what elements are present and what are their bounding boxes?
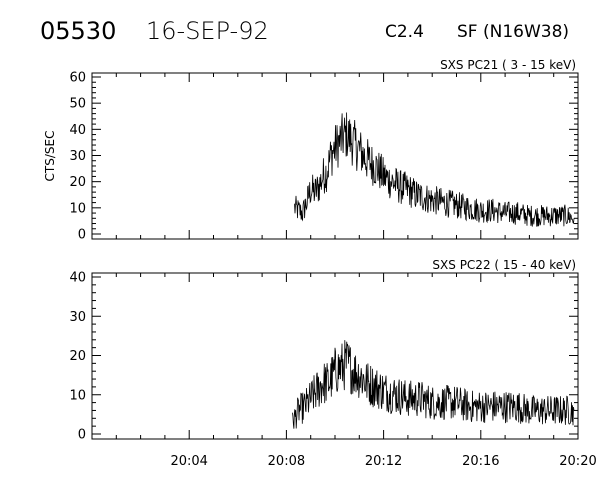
x-tick-label: 20:04 [170, 454, 207, 469]
y-tick-label: 10 [69, 201, 86, 216]
y-tick-label: 30 [69, 149, 86, 164]
series-line-1-1 [294, 112, 575, 227]
y-tick-label: 30 [69, 310, 86, 325]
y-tick-label: 0 [78, 428, 86, 443]
chart-title-1: SXS PC21 ( 3 - 15 keV) [440, 58, 576, 72]
plot-header: 05530 16-SEP-92 C2.4 SF (N16W38) [0, 0, 600, 50]
y-tick-label: 60 [69, 71, 86, 86]
y-tick-label: 20 [69, 349, 86, 364]
y-tick-label: 40 [69, 271, 86, 286]
event-date: 16-SEP-92 [146, 17, 269, 45]
x-tick-label: 20:08 [268, 454, 305, 469]
series-line-2-1 [292, 340, 575, 429]
y-tick-label: 50 [69, 97, 86, 112]
y-tick-label: 20 [69, 175, 86, 190]
y-tick-label: 40 [69, 123, 86, 138]
flare-class: C2.4 [385, 22, 424, 42]
x-tick-label: 20:20 [559, 454, 596, 469]
y-axis-label: CTS/SEC [43, 131, 57, 182]
y-tick-label: 0 [78, 228, 86, 243]
y-tick-label: 10 [69, 388, 86, 403]
event-id: 05530 [40, 17, 117, 45]
x-tick-label: 20:12 [365, 454, 402, 469]
flare-location: SF (N16W38) [457, 22, 570, 42]
chart-title-2: SXS PC22 ( 15 - 40 keV) [432, 258, 576, 272]
x-tick-label: 20:16 [462, 454, 499, 469]
